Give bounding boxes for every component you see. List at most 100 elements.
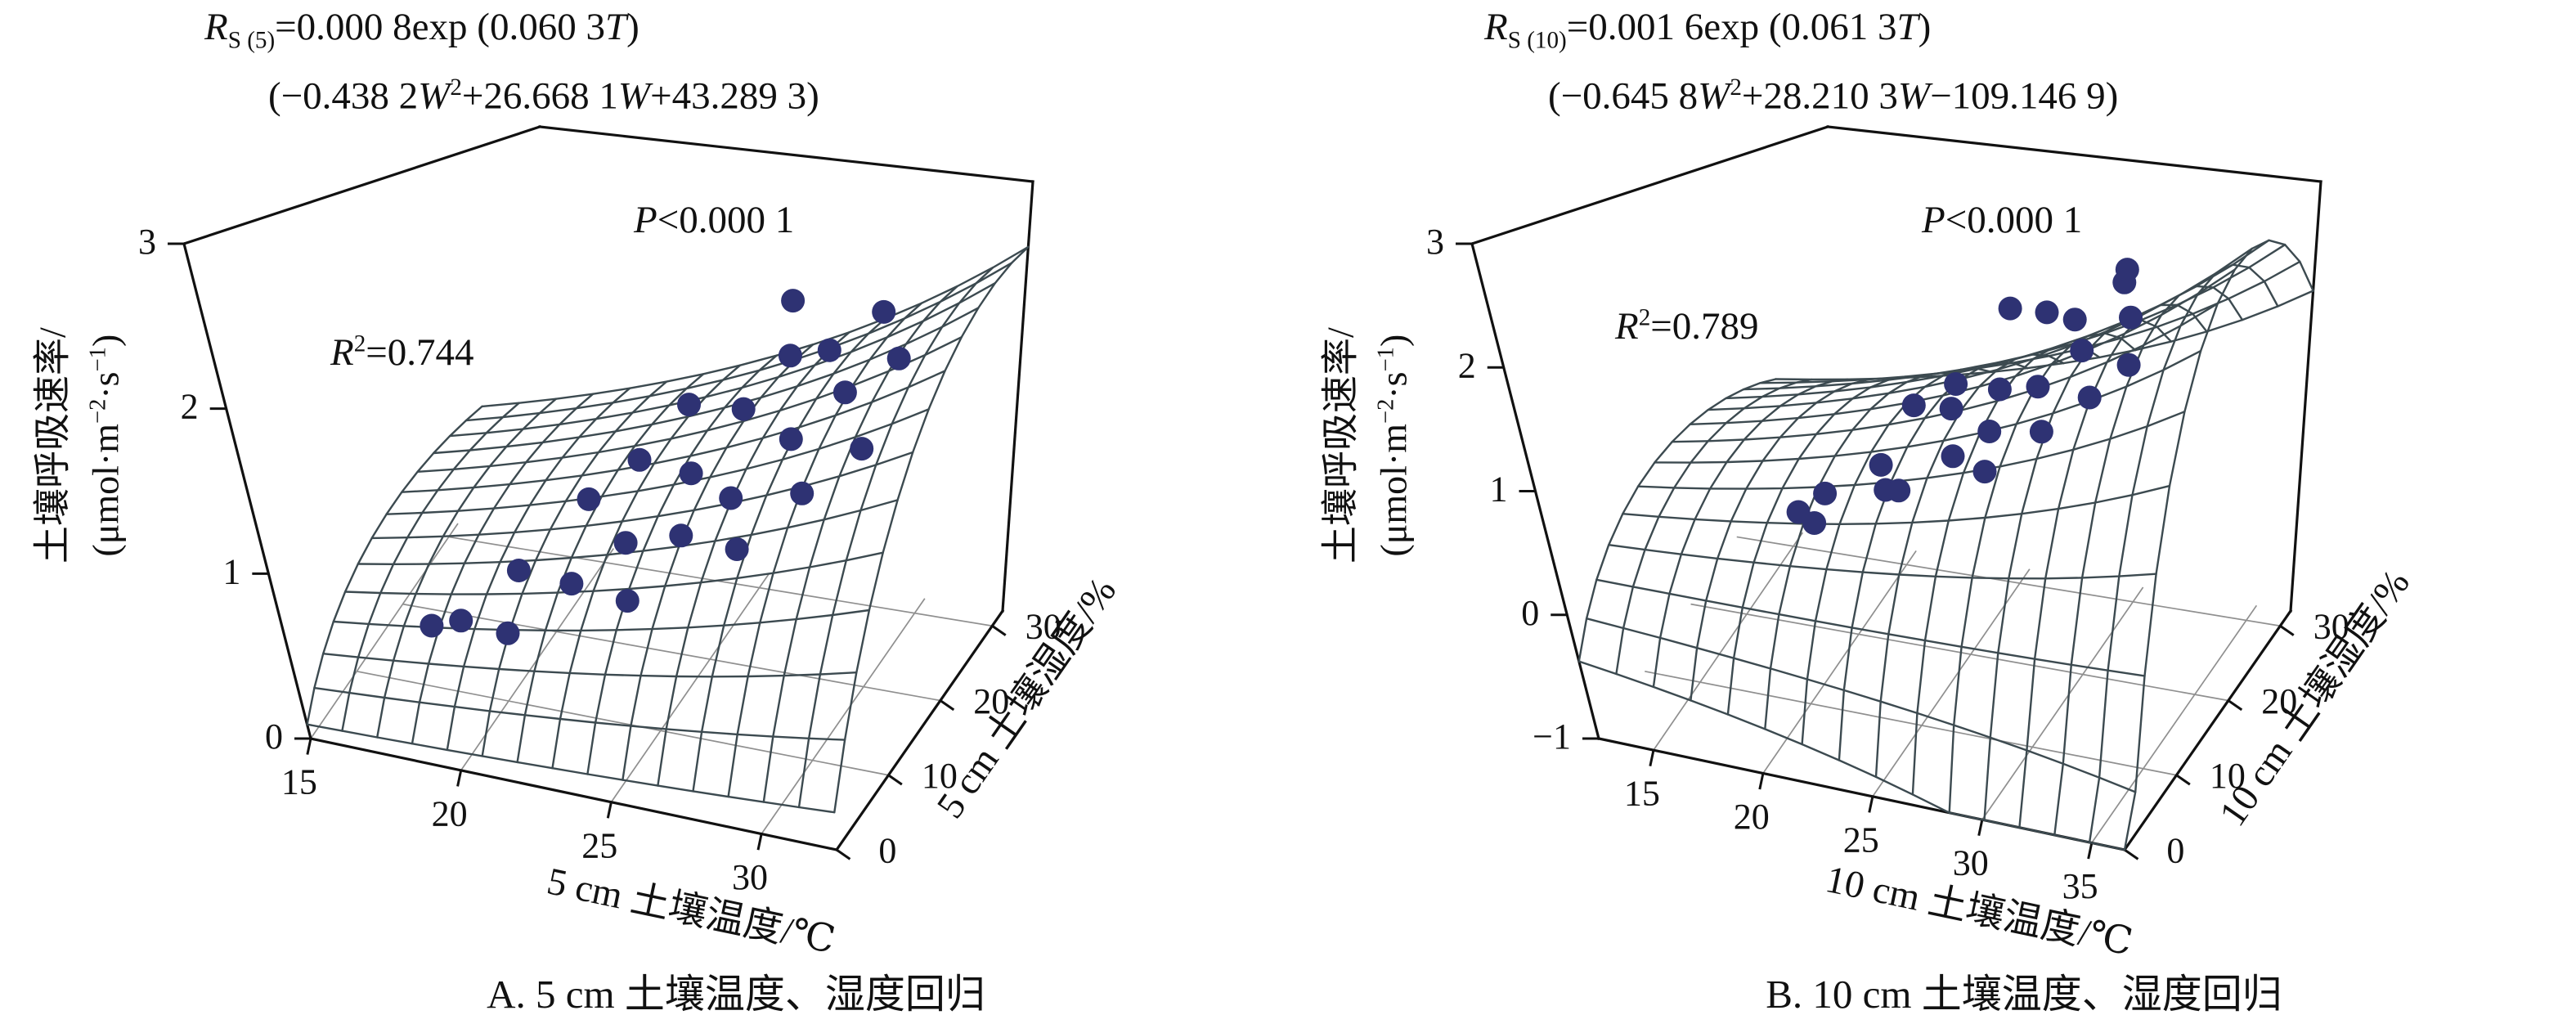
mesh-line [1690,377,1885,702]
data-point [669,523,693,548]
mesh-line [1838,362,2029,761]
data-point [420,613,444,638]
floor-gridline-humidity [448,536,993,627]
mesh-line [1689,268,2236,425]
mesh-line [1742,244,2287,391]
floor-gridline-humidity [1645,670,2177,776]
mesh-line [1654,349,2202,464]
mesh-line [343,551,884,595]
z-axis-label-b-line2: (μmol·m−2·s−1) [1372,334,1415,557]
data-point [559,572,584,596]
x-tick-label: 15 [281,762,317,802]
top-left-edge [1470,124,1830,246]
y-tick-label: 20 [973,681,1009,721]
mesh-line [341,402,520,732]
data-point [832,380,857,405]
caption-panel-b: B. 10 cm 土壤温度、湿度回归 [1766,972,2282,1017]
mesh-line [1615,378,1813,676]
y-tick-label: 0 [2166,830,2184,870]
data-point [679,461,703,486]
mesh-line [411,393,595,745]
data-point [2035,300,2059,325]
data-point [2026,375,2050,399]
mesh-line [481,380,668,757]
mesh-line [401,370,946,493]
scatter-points [1786,258,2143,535]
mesh-line [448,282,996,438]
mesh-line [1725,239,2270,400]
mesh-line [2123,239,2314,851]
top-right-edge [538,125,1034,183]
z-tick-label: 2 [181,387,199,427]
equation-b-line2: (−0.645 8W2+28.210 3W−109.146 9) [1548,74,2119,119]
floor-gridline-temperature [610,573,770,803]
x-tick [306,738,312,755]
x-tick-label: 20 [1734,797,1770,837]
x-tick-label: 30 [732,857,768,897]
x-tick [1868,796,1874,813]
floor-gridline-temperature [1981,586,2144,820]
mesh-line [306,405,483,725]
z-tick-label: 3 [138,222,156,262]
x-tick-label: 35 [2062,866,2098,906]
x-tick [456,770,463,787]
mesh-line [2053,285,2244,837]
floor-gridline-temperature [1872,568,2031,797]
x-tick-label: 25 [581,825,617,865]
data-point [506,559,531,582]
mesh-line [313,686,846,741]
z-tick-label: −1 [1533,716,1571,757]
mesh-line [727,302,923,798]
mesh-line [1577,660,2126,851]
back-right-edge [1001,180,1034,613]
x-axis-title: 5 cm 土壤温度/℃ [544,860,839,962]
mesh-line [433,307,980,455]
mesh-line [1585,618,2137,793]
x-tick [756,833,763,851]
y-tick-label: 20 [2261,681,2297,721]
p-value-panel-a: P<0.000 1 [634,199,795,241]
p-value-panel-b: P<0.000 1 [1922,199,2083,241]
y-tick-label: 10 [922,756,958,796]
data-point [2115,258,2139,282]
mesh-line [370,451,914,540]
floor-grid [310,523,993,835]
y-tick [991,625,1007,636]
y-axis-title: 10 cm 土壤湿度/% [2211,563,2418,834]
data-point [2116,353,2141,377]
data-point [1987,377,2012,402]
z-axis-label-panel-b: 土壤呼吸速率/ (μmol·m−2·s−1) [1317,200,1416,691]
y-axis-line [834,609,1005,852]
equation-a-line1: RS (5)=0.000 8exp (0.060 3T) [204,6,640,54]
data-point [2077,385,2102,410]
floor-gridline-temperature [2091,604,2258,843]
mesh-line [322,653,858,678]
equation-panel-b: RS (10)=0.001 6exp (0.061 3T) (−0.645 8W… [1484,3,2118,120]
y-tick [940,699,955,712]
data-point [496,621,520,645]
z-tick-label: 0 [265,716,283,757]
data-point [817,338,841,362]
mesh-line [446,387,631,752]
regression-surface-mesh [306,245,1030,814]
mesh-line [1595,578,2146,677]
mesh-line [481,245,1030,408]
tick-marks [168,242,1007,860]
mesh-line [2018,303,2208,829]
data-point [1887,478,1911,503]
x-tick [1649,749,1655,767]
data-point [1944,372,1968,396]
z-axis-label-panel-a: 土壤呼吸速率/ (μmol·m−2·s−1) [29,200,128,691]
data-point [2070,339,2094,363]
y-tick-label: 30 [1025,607,1061,647]
data-point [1813,481,1838,505]
y-tick [2279,625,2295,636]
data-point [449,609,473,633]
data-point [2062,308,2087,332]
mesh-line [1608,544,2157,580]
caption-panel-a: A. 5 cm 土壤温度、湿度回归 [487,972,985,1017]
data-point [872,299,896,324]
mesh-line [1636,411,2186,490]
